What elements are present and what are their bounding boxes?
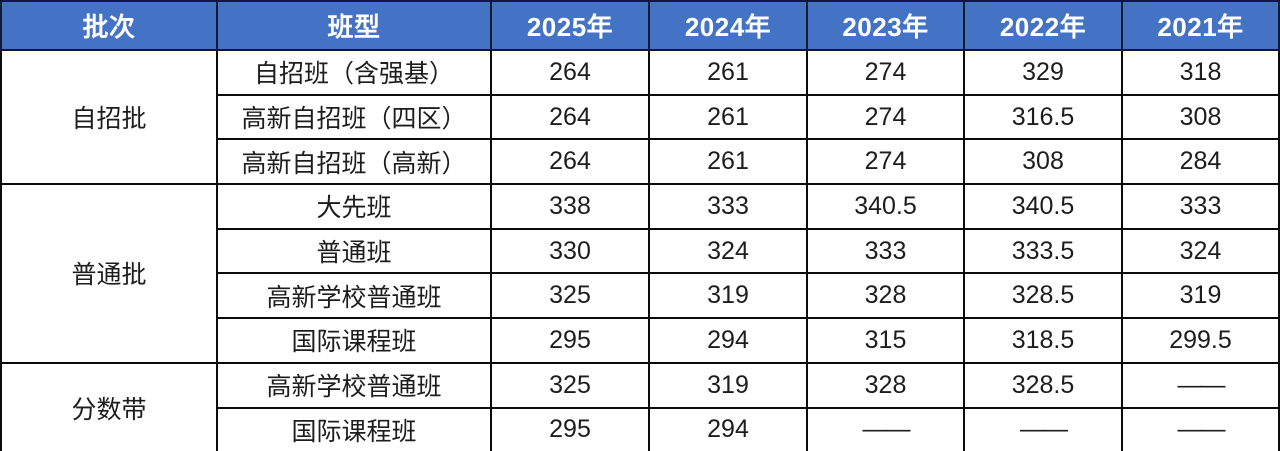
- score-cell: 325: [490, 361, 650, 409]
- score-cell: 284: [1121, 138, 1280, 186]
- score-cell-empty: ——: [1121, 406, 1280, 451]
- table-row: 普通班 330 324 333 333.5 324: [1, 227, 1280, 275]
- score-cell: 333: [1121, 183, 1280, 230]
- score-cell: 338: [490, 183, 650, 230]
- score-cell: 340.5: [806, 183, 965, 230]
- score-cell: 295: [490, 406, 650, 451]
- table-row: 普通批 大先班 338 333 340.5 340.5 333: [0, 183, 1280, 364]
- class-type-cell: 自招班（含强基）: [216, 49, 492, 96]
- score-cell-empty: ——: [1121, 361, 1280, 409]
- header-year-2025: 2025年: [490, 0, 650, 51]
- score-cell: 264: [490, 49, 650, 96]
- score-cell: 319: [1121, 272, 1280, 320]
- header-class-type: 班型: [216, 0, 492, 51]
- score-cell: 325: [490, 272, 650, 320]
- score-cell: 308: [963, 138, 1123, 186]
- score-cell: 328: [806, 272, 965, 320]
- score-cell: 328.5: [963, 272, 1123, 320]
- score-cell: 261: [648, 93, 808, 141]
- score-cell: 319: [648, 361, 808, 409]
- table-row: 分数带 高新学校普通班 325 319 328 328.5 ——: [0, 361, 1280, 451]
- class-type-cell: 国际课程班: [216, 406, 492, 451]
- score-cell: 295: [490, 317, 650, 364]
- score-cell: 333: [806, 227, 965, 275]
- score-cell: 340.5: [963, 183, 1123, 230]
- score-cell: 294: [648, 406, 808, 451]
- score-cell: 315: [806, 317, 965, 364]
- score-cell: 308: [1121, 93, 1280, 141]
- score-cell: 264: [490, 138, 650, 186]
- score-cell: 329: [963, 49, 1123, 96]
- score-cell: 328: [806, 361, 965, 409]
- header-row: 批次 班型 2025年 2024年 2023年 2022年 2021年: [0, 0, 1280, 51]
- table-row: 高新自招班（高新） 264 261 274 308 284: [1, 138, 1280, 186]
- table-row: 国际课程班 295 294 —— —— ——: [1, 406, 1280, 451]
- score-cell: 274: [806, 93, 965, 141]
- score-cell: 274: [806, 49, 965, 96]
- score-cell: 318.5: [963, 317, 1123, 364]
- score-cell: 328.5: [963, 361, 1123, 409]
- table-row: 高新学校普通班 325 319 328 328.5 319: [1, 272, 1280, 320]
- class-type-cell: 高新学校普通班: [216, 272, 492, 320]
- batch-label-fenshudai: 分数带: [0, 361, 218, 451]
- batch-label-zizhao: 自招批: [0, 48, 218, 186]
- score-cell: 294: [648, 317, 808, 364]
- class-type-cell: 高新自招班（四区）: [216, 93, 492, 141]
- score-cell: 330: [490, 227, 650, 275]
- class-type-cell: 高新学校普通班: [216, 361, 492, 409]
- score-cell: 333: [648, 183, 808, 230]
- score-cell-empty: ——: [806, 406, 965, 451]
- score-cell: 324: [648, 227, 808, 275]
- header-year-2021: 2021年: [1121, 0, 1280, 51]
- score-cell: 324: [1121, 227, 1280, 275]
- header-batch: 批次: [0, 0, 218, 51]
- header-year-2023: 2023年: [806, 0, 965, 51]
- table-row: 自招批 自招班（含强基） 264 261 274 329 318: [0, 48, 1280, 186]
- score-cell: 319: [648, 272, 808, 320]
- table-row: 国际课程班 295 294 315 318.5 299.5: [1, 317, 1280, 364]
- class-type-cell: 大先班: [216, 183, 492, 230]
- score-cell: 318: [1121, 49, 1280, 96]
- class-type-cell: 普通班: [216, 227, 492, 275]
- header-year-2024: 2024年: [648, 0, 808, 51]
- score-cell: 274: [806, 138, 965, 186]
- header-year-2022: 2022年: [963, 0, 1123, 51]
- score-cell: 299.5: [1121, 317, 1280, 364]
- score-cell: 264: [490, 93, 650, 141]
- class-type-cell: 高新自招班（高新）: [216, 138, 492, 186]
- score-cell: 316.5: [963, 93, 1123, 141]
- score-cell-empty: ——: [963, 406, 1123, 451]
- score-cell: 261: [648, 49, 808, 96]
- class-type-cell: 国际课程班: [216, 317, 492, 364]
- score-cell: 333.5: [963, 227, 1123, 275]
- batch-label-putong: 普通批: [0, 183, 218, 364]
- table-row: 高新自招班（四区） 264 261 274 316.5 308: [1, 93, 1280, 141]
- score-cell: 261: [648, 138, 808, 186]
